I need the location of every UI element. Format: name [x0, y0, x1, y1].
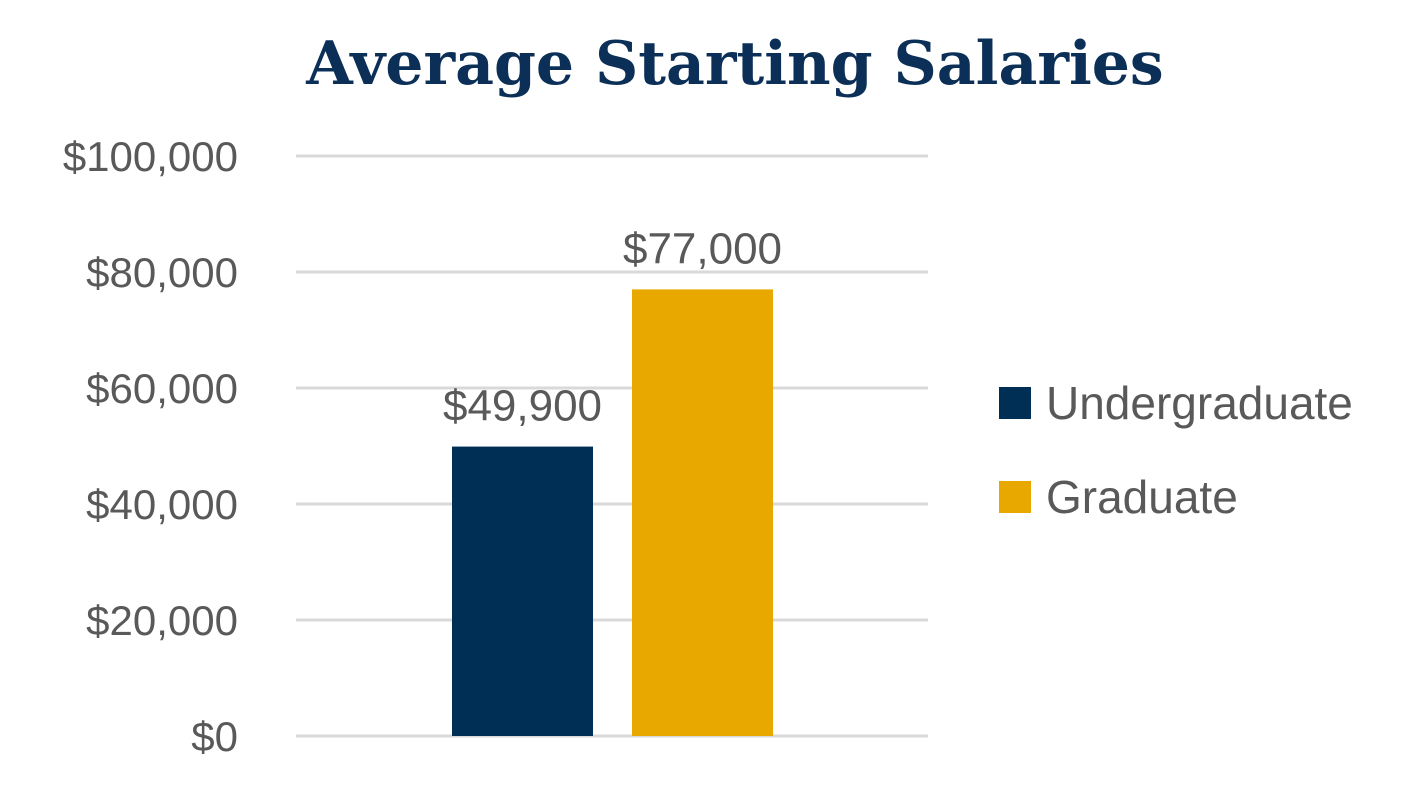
bars	[452, 289, 773, 736]
legend-swatch-graduate	[999, 481, 1031, 513]
data-labels: $49,900 $77,000	[443, 224, 782, 430]
data-label-graduate: $77,000	[623, 224, 782, 273]
y-tick-label: $60,000	[86, 365, 238, 412]
legend: Undergraduate Graduate	[999, 377, 1353, 523]
bar-graduate	[632, 289, 773, 736]
legend-label-undergraduate: Undergraduate	[1046, 377, 1353, 429]
y-tick-label: $80,000	[86, 249, 238, 296]
legend-swatch-undergraduate	[999, 387, 1031, 419]
gridlines	[296, 154, 928, 738]
y-tick-label: $0	[191, 713, 238, 760]
data-label-undergraduate: $49,900	[443, 382, 602, 431]
y-tick-label: $100,000	[63, 133, 238, 180]
y-tick-label: $20,000	[86, 597, 238, 644]
chart-title: Average Starting Salaries	[305, 29, 1163, 99]
legend-label-graduate: Graduate	[1046, 471, 1238, 523]
bar-undergraduate	[452, 446, 593, 736]
y-tick-label: $40,000	[86, 481, 238, 528]
y-axis-tick-labels: $0 $20,000 $40,000 $60,000 $80,000 $100,000	[63, 133, 238, 760]
